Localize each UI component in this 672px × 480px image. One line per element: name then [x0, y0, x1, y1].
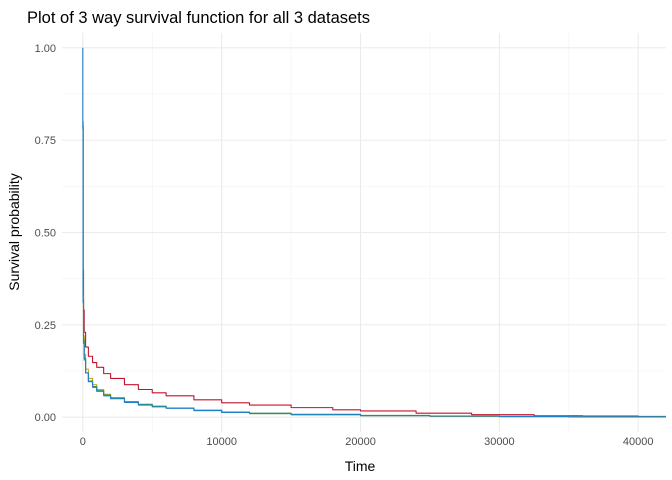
x-tick-label: 30000 — [484, 436, 515, 448]
survival-curve-1 — [82, 124, 666, 418]
y-tick-label: 0.00 — [35, 412, 56, 424]
x-axis-ticks: 0 10000 20000 30000 40000 — [80, 436, 654, 448]
x-tick-label: 10000 — [206, 436, 237, 448]
x-tick-label: 0 — [80, 436, 86, 448]
survival-curve-4 — [82, 47, 666, 418]
y-tick-label: 0.75 — [35, 135, 56, 147]
chart-title: Plot of 3 way survival function for all … — [27, 9, 370, 27]
y-tick-label: 0.50 — [35, 228, 56, 240]
y-axis-title: Survival probability — [6, 173, 22, 291]
y-tick-label: 0.25 — [35, 320, 56, 332]
x-tick-label: 40000 — [623, 436, 654, 448]
x-tick-label: 20000 — [345, 436, 376, 448]
series-group — [82, 47, 666, 418]
x-axis-title: Time — [345, 458, 376, 474]
y-tick-label: 1.00 — [35, 43, 56, 55]
y-axis-ticks: 0.00 0.25 0.50 0.75 1.00 — [35, 43, 56, 424]
